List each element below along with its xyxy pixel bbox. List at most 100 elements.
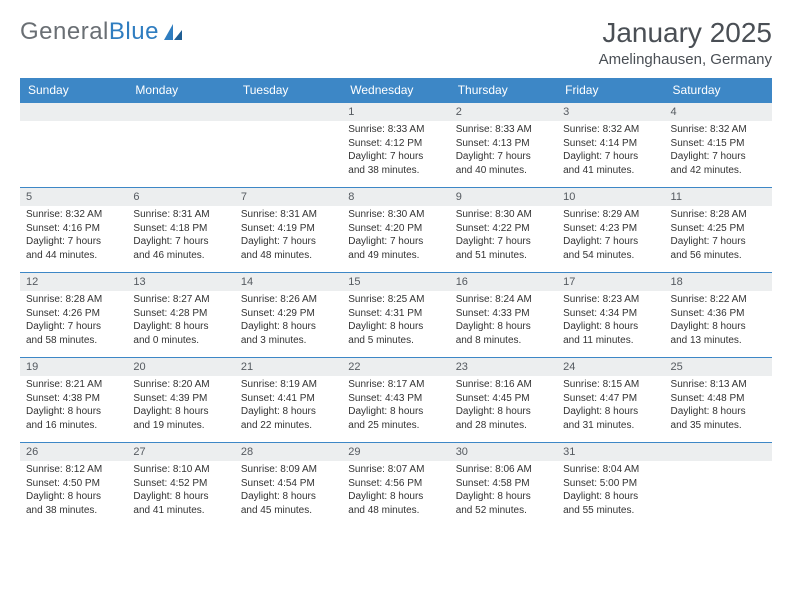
calendar-row: 19Sunrise: 8:21 AMSunset: 4:38 PMDayligh… [20, 357, 772, 442]
title-block: January 2025 Amelinghausen, Germany [599, 18, 772, 68]
logo: GeneralBlue [20, 18, 184, 46]
weekday-header: Saturday [665, 78, 772, 103]
day-number: 16 [450, 273, 557, 291]
day-number: 5 [20, 188, 127, 206]
calendar-cell: 22Sunrise: 8:17 AMSunset: 4:43 PMDayligh… [342, 357, 449, 442]
day-number: 22 [342, 358, 449, 376]
calendar-cell: 18Sunrise: 8:22 AMSunset: 4:36 PMDayligh… [665, 272, 772, 357]
day-details: Sunrise: 8:19 AMSunset: 4:41 PMDaylight:… [235, 376, 342, 436]
day-details: Sunrise: 8:29 AMSunset: 4:23 PMDaylight:… [557, 206, 664, 266]
calendar-cell [20, 102, 127, 187]
day-details: Sunrise: 8:10 AMSunset: 4:52 PMDaylight:… [127, 461, 234, 521]
day-details: Sunrise: 8:30 AMSunset: 4:22 PMDaylight:… [450, 206, 557, 266]
calendar-row: 26Sunrise: 8:12 AMSunset: 4:50 PMDayligh… [20, 442, 772, 527]
day-number: 9 [450, 188, 557, 206]
calendar-cell: 10Sunrise: 8:29 AMSunset: 4:23 PMDayligh… [557, 187, 664, 272]
day-number: 6 [127, 188, 234, 206]
calendar-cell: 30Sunrise: 8:06 AMSunset: 4:58 PMDayligh… [450, 442, 557, 527]
logo-sail-icon [162, 22, 184, 42]
calendar-cell: 29Sunrise: 8:07 AMSunset: 4:56 PMDayligh… [342, 442, 449, 527]
day-details: Sunrise: 8:30 AMSunset: 4:20 PMDaylight:… [342, 206, 449, 266]
calendar-cell: 14Sunrise: 8:26 AMSunset: 4:29 PMDayligh… [235, 272, 342, 357]
day-number: 31 [557, 443, 664, 461]
calendar-cell: 28Sunrise: 8:09 AMSunset: 4:54 PMDayligh… [235, 442, 342, 527]
calendar-cell: 31Sunrise: 8:04 AMSunset: 5:00 PMDayligh… [557, 442, 664, 527]
day-details: Sunrise: 8:07 AMSunset: 4:56 PMDaylight:… [342, 461, 449, 521]
day-details: Sunrise: 8:13 AMSunset: 4:48 PMDaylight:… [665, 376, 772, 436]
day-details: Sunrise: 8:25 AMSunset: 4:31 PMDaylight:… [342, 291, 449, 351]
day-number: 28 [235, 443, 342, 461]
weekday-header: Monday [127, 78, 234, 103]
day-details: Sunrise: 8:31 AMSunset: 4:18 PMDaylight:… [127, 206, 234, 266]
calendar-cell: 26Sunrise: 8:12 AMSunset: 4:50 PMDayligh… [20, 442, 127, 527]
day-details: Sunrise: 8:04 AMSunset: 5:00 PMDaylight:… [557, 461, 664, 521]
day-number: 29 [342, 443, 449, 461]
weekday-header-row: SundayMondayTuesdayWednesdayThursdayFrid… [20, 78, 772, 103]
calendar-cell: 6Sunrise: 8:31 AMSunset: 4:18 PMDaylight… [127, 187, 234, 272]
day-number: 11 [665, 188, 772, 206]
day-details: Sunrise: 8:28 AMSunset: 4:26 PMDaylight:… [20, 291, 127, 351]
day-number: 30 [450, 443, 557, 461]
calendar-row: 12Sunrise: 8:28 AMSunset: 4:26 PMDayligh… [20, 272, 772, 357]
day-details: Sunrise: 8:28 AMSunset: 4:25 PMDaylight:… [665, 206, 772, 266]
day-number [127, 103, 234, 121]
day-number: 1 [342, 103, 449, 121]
calendar-cell: 3Sunrise: 8:32 AMSunset: 4:14 PMDaylight… [557, 102, 664, 187]
calendar-cell: 24Sunrise: 8:15 AMSunset: 4:47 PMDayligh… [557, 357, 664, 442]
day-number: 8 [342, 188, 449, 206]
calendar-cell: 12Sunrise: 8:28 AMSunset: 4:26 PMDayligh… [20, 272, 127, 357]
calendar-cell [665, 442, 772, 527]
day-details: Sunrise: 8:16 AMSunset: 4:45 PMDaylight:… [450, 376, 557, 436]
calendar-cell: 16Sunrise: 8:24 AMSunset: 4:33 PMDayligh… [450, 272, 557, 357]
calendar-cell [127, 102, 234, 187]
day-number: 26 [20, 443, 127, 461]
weekday-header: Thursday [450, 78, 557, 103]
calendar-cell: 9Sunrise: 8:30 AMSunset: 4:22 PMDaylight… [450, 187, 557, 272]
day-details: Sunrise: 8:23 AMSunset: 4:34 PMDaylight:… [557, 291, 664, 351]
weekday-header: Tuesday [235, 78, 342, 103]
day-number: 3 [557, 103, 664, 121]
calendar-cell: 5Sunrise: 8:32 AMSunset: 4:16 PMDaylight… [20, 187, 127, 272]
day-number: 10 [557, 188, 664, 206]
calendar-cell: 2Sunrise: 8:33 AMSunset: 4:13 PMDaylight… [450, 102, 557, 187]
month-title: January 2025 [599, 18, 772, 49]
day-details: Sunrise: 8:09 AMSunset: 4:54 PMDaylight:… [235, 461, 342, 521]
day-details: Sunrise: 8:17 AMSunset: 4:43 PMDaylight:… [342, 376, 449, 436]
calendar-cell [235, 102, 342, 187]
day-details: Sunrise: 8:24 AMSunset: 4:33 PMDaylight:… [450, 291, 557, 351]
weekday-header: Wednesday [342, 78, 449, 103]
day-details: Sunrise: 8:15 AMSunset: 4:47 PMDaylight:… [557, 376, 664, 436]
calendar-table: SundayMondayTuesdayWednesdayThursdayFrid… [20, 78, 772, 528]
day-number: 2 [450, 103, 557, 121]
calendar-cell: 19Sunrise: 8:21 AMSunset: 4:38 PMDayligh… [20, 357, 127, 442]
day-number: 14 [235, 273, 342, 291]
logo-text-2: Blue [109, 18, 159, 46]
calendar-cell: 4Sunrise: 8:32 AMSunset: 4:15 PMDaylight… [665, 102, 772, 187]
day-number [235, 103, 342, 121]
day-number: 13 [127, 273, 234, 291]
day-number: 17 [557, 273, 664, 291]
day-details: Sunrise: 8:22 AMSunset: 4:36 PMDaylight:… [665, 291, 772, 351]
day-number: 19 [20, 358, 127, 376]
calendar-body: 1Sunrise: 8:33 AMSunset: 4:12 PMDaylight… [20, 102, 772, 527]
day-number: 4 [665, 103, 772, 121]
calendar-cell: 8Sunrise: 8:30 AMSunset: 4:20 PMDaylight… [342, 187, 449, 272]
calendar-row: 1Sunrise: 8:33 AMSunset: 4:12 PMDaylight… [20, 102, 772, 187]
day-details: Sunrise: 8:27 AMSunset: 4:28 PMDaylight:… [127, 291, 234, 351]
calendar-cell: 7Sunrise: 8:31 AMSunset: 4:19 PMDaylight… [235, 187, 342, 272]
calendar-cell: 11Sunrise: 8:28 AMSunset: 4:25 PMDayligh… [665, 187, 772, 272]
day-number: 27 [127, 443, 234, 461]
calendar-cell: 25Sunrise: 8:13 AMSunset: 4:48 PMDayligh… [665, 357, 772, 442]
calendar-cell: 1Sunrise: 8:33 AMSunset: 4:12 PMDaylight… [342, 102, 449, 187]
calendar-cell: 15Sunrise: 8:25 AMSunset: 4:31 PMDayligh… [342, 272, 449, 357]
day-number: 7 [235, 188, 342, 206]
location: Amelinghausen, Germany [599, 51, 772, 68]
day-details: Sunrise: 8:32 AMSunset: 4:14 PMDaylight:… [557, 121, 664, 181]
day-number [20, 103, 127, 121]
day-details: Sunrise: 8:31 AMSunset: 4:19 PMDaylight:… [235, 206, 342, 266]
day-details: Sunrise: 8:33 AMSunset: 4:13 PMDaylight:… [450, 121, 557, 181]
day-details: Sunrise: 8:33 AMSunset: 4:12 PMDaylight:… [342, 121, 449, 181]
calendar-row: 5Sunrise: 8:32 AMSunset: 4:16 PMDaylight… [20, 187, 772, 272]
logo-text-1: General [20, 18, 109, 46]
weekday-header: Friday [557, 78, 664, 103]
